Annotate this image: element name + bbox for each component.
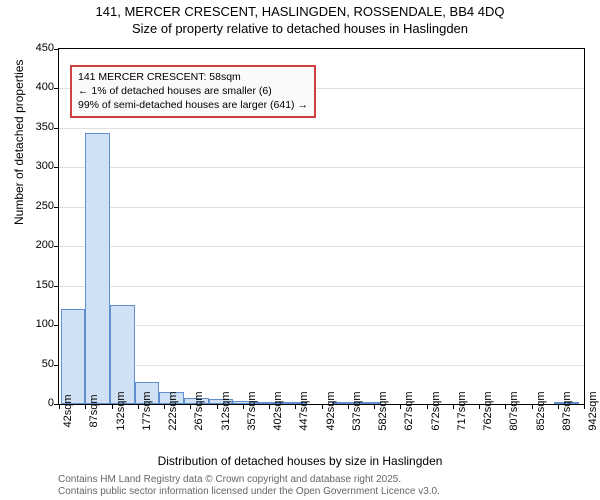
- annotation-line-2: ← 1% of detached houses are smaller (6): [78, 84, 308, 98]
- x-tick-label: 672sqm: [430, 391, 442, 430]
- gridline: [59, 286, 584, 287]
- y-tick: [54, 88, 59, 89]
- y-tick-label: 0: [24, 397, 54, 409]
- x-tick-label: 762sqm: [482, 391, 494, 430]
- x-tick: [217, 404, 218, 409]
- x-tick: [322, 404, 323, 409]
- annotation-line-3: 99% of semi-detached houses are larger (…: [78, 98, 308, 112]
- x-tick: [400, 404, 401, 409]
- histogram-bar: [85, 133, 110, 404]
- x-tick: [479, 404, 480, 409]
- gridline: [59, 365, 584, 366]
- y-tick: [54, 128, 59, 129]
- x-tick: [112, 404, 113, 409]
- footer-line-1: Contains HM Land Registry data © Crown c…: [58, 474, 401, 485]
- x-tick-label: 447sqm: [298, 391, 310, 430]
- y-tick-label: 150: [24, 279, 54, 291]
- y-tick-label: 250: [24, 200, 54, 212]
- x-tick-label: 537sqm: [351, 391, 363, 430]
- x-tick: [505, 404, 506, 409]
- y-tick: [54, 365, 59, 366]
- y-tick-label: 100: [24, 318, 54, 330]
- y-tick: [54, 286, 59, 287]
- y-tick-label: 450: [24, 42, 54, 54]
- histogram-chart: 141, MERCER CRESCENT, HASLINGDEN, ROSSEN…: [0, 0, 600, 500]
- x-tick: [164, 404, 165, 409]
- x-tick-label: 222sqm: [167, 391, 179, 430]
- x-tick: [453, 404, 454, 409]
- x-tick-label: 582sqm: [377, 391, 389, 430]
- x-tick-label: 852sqm: [535, 391, 547, 430]
- y-tick: [54, 49, 59, 50]
- x-tick-label: 42sqm: [62, 394, 74, 427]
- x-tick-label: 312sqm: [220, 391, 232, 430]
- x-tick-label: 897sqm: [561, 391, 573, 430]
- y-tick: [54, 246, 59, 247]
- x-tick: [427, 404, 428, 409]
- x-tick: [558, 404, 559, 409]
- annotation-box: 141 MERCER CRESCENT: 58sqm ← 1% of detac…: [70, 65, 316, 118]
- y-tick: [54, 325, 59, 326]
- x-tick-label: 717sqm: [456, 391, 468, 430]
- x-tick-label: 87sqm: [88, 394, 100, 427]
- y-tick-label: 200: [24, 239, 54, 251]
- y-tick: [54, 167, 59, 168]
- x-tick-label: 492sqm: [325, 391, 337, 430]
- x-tick: [532, 404, 533, 409]
- x-tick: [295, 404, 296, 409]
- x-tick: [374, 404, 375, 409]
- x-tick: [85, 404, 86, 409]
- gridline: [59, 325, 584, 326]
- title-line-1: 141, MERCER CRESCENT, HASLINGDEN, ROSSEN…: [96, 4, 505, 19]
- y-tick-label: 50: [24, 358, 54, 370]
- x-tick: [59, 404, 60, 409]
- x-tick: [138, 404, 139, 409]
- footer-line-2: Contains public sector information licen…: [58, 486, 440, 497]
- x-tick-label: 807sqm: [508, 391, 520, 430]
- title-line-2: Size of property relative to detached ho…: [132, 21, 468, 36]
- annotation-line-1: 141 MERCER CRESCENT: 58sqm: [78, 70, 308, 84]
- y-tick-label: 300: [24, 160, 54, 172]
- x-axis-label: Distribution of detached houses by size …: [0, 454, 600, 468]
- x-tick-label: 132sqm: [115, 391, 127, 430]
- x-tick-label: 402sqm: [272, 391, 284, 430]
- x-tick: [584, 404, 585, 409]
- x-tick: [243, 404, 244, 409]
- x-tick: [190, 404, 191, 409]
- x-tick-label: 942sqm: [587, 391, 599, 430]
- plot-area: 141 MERCER CRESCENT: 58sqm ← 1% of detac…: [58, 48, 585, 405]
- x-tick-label: 177sqm: [141, 391, 153, 430]
- y-tick: [54, 207, 59, 208]
- gridline: [59, 207, 584, 208]
- histogram-bar: [61, 309, 86, 404]
- histogram-bar: [110, 305, 135, 404]
- y-tick-label: 400: [24, 81, 54, 93]
- chart-title: 141, MERCER CRESCENT, HASLINGDEN, ROSSEN…: [0, 0, 600, 38]
- x-tick-label: 267sqm: [193, 391, 205, 430]
- y-tick-label: 350: [24, 121, 54, 133]
- footer-note: Contains HM Land Registry data © Crown c…: [58, 474, 440, 498]
- x-tick-label: 627sqm: [403, 391, 415, 430]
- x-tick: [269, 404, 270, 409]
- gridline: [59, 167, 584, 168]
- gridline: [59, 128, 584, 129]
- x-tick-label: 357sqm: [246, 391, 258, 430]
- x-tick: [348, 404, 349, 409]
- gridline: [59, 246, 584, 247]
